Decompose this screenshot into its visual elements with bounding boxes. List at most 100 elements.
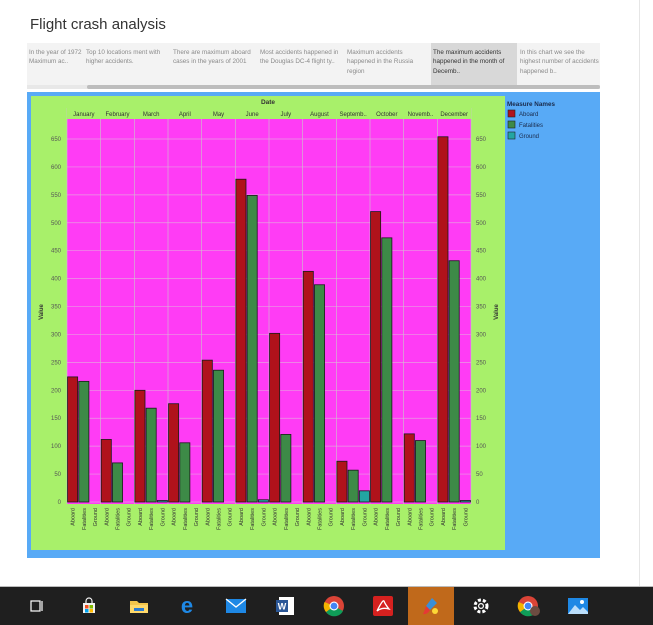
x-tick-label: Fatalities [149, 508, 155, 530]
bar-fatalities [347, 469, 359, 503]
bar-aboard [437, 136, 449, 503]
y-tick-label-left: 0 [58, 500, 62, 506]
y-axis-ticks: 0 0 50 50 100 100 150 150 200 200 250 250 300 300 350 3… [51, 137, 487, 506]
y-tick-label-left: 650 [51, 137, 62, 143]
x-tick-label: Ground [295, 508, 301, 526]
story-point-5[interactable]: Maximum accidents happened in the Russia… [347, 49, 414, 75]
x-tick-label: Fatalities [351, 508, 357, 530]
x-tick-label: Ground [362, 508, 368, 526]
month-header: March [143, 112, 160, 118]
y-tick-label-right: 100 [476, 444, 487, 450]
y-tick-label-left: 400 [51, 277, 62, 283]
x-tick-label: Ground [463, 508, 469, 526]
story-scrollbar[interactable] [27, 85, 600, 89]
x-tick-label: Aboard [441, 508, 447, 526]
bar-aboard [370, 211, 382, 503]
month-header: Novemb.. [408, 112, 434, 118]
y-tick-label-right: 250 [476, 360, 487, 366]
chrome-profile-icon[interactable] [510, 587, 548, 625]
month-header: Septemb.. [339, 112, 367, 118]
bar-ground [257, 499, 269, 503]
x-tick-label: Aboard [306, 508, 312, 526]
y-tick-label-left: 100 [51, 444, 62, 450]
story-point-1[interactable]: In the year of 1972 Maximum ac.. [29, 49, 82, 66]
mail-icon[interactable] [217, 587, 255, 625]
y-tick-label-left: 550 [51, 193, 62, 199]
task-view-icon[interactable] [18, 587, 56, 625]
x-tick-label: Aboard [273, 508, 279, 526]
y-tick-label-right: 300 [476, 332, 487, 338]
x-tick-label: Ground [160, 508, 166, 526]
edge-icon[interactable]: e [180, 593, 194, 618]
legend-item-fatalities[interactable]: Fatalities [519, 123, 543, 129]
bar-fatalities [179, 442, 191, 503]
month-header: April [179, 112, 191, 118]
x-tick-label: Ground [396, 508, 402, 526]
story-point-3[interactable]: There are maximum aboard cases in the ye… [173, 49, 251, 66]
y-tick-label-right: 350 [476, 305, 487, 311]
x-tick-label: Aboard [138, 508, 144, 526]
bar-fatalities [381, 237, 393, 503]
bar-fatalities [145, 407, 157, 503]
x-axis-measure-labels: Aboard Fatalities Ground Aboard Fatalities Gr… [71, 508, 470, 530]
x-tick-label: Aboard [374, 508, 380, 526]
y-tick-label-left: 200 [51, 388, 62, 394]
y-axis-title-left: Value [39, 304, 45, 320]
y-tick-label-left: 500 [51, 221, 62, 227]
y-tick-label-right: 50 [476, 472, 483, 478]
taskbar: e W [0, 587, 653, 625]
chrome-icon[interactable] [315, 587, 353, 625]
bar-chart: Date Value Value January February March Apr… [31, 96, 555, 550]
bar-fatalities [112, 462, 123, 503]
bar-ground [459, 500, 471, 503]
y-tick-label-right: 0 [476, 500, 480, 506]
bar-aboard [168, 403, 180, 503]
photos-icon[interactable] [559, 587, 597, 625]
x-tick-label: Ground [93, 508, 99, 526]
store-icon[interactable] [70, 587, 108, 625]
x-tick-label: Ground [194, 508, 200, 526]
legend-item-ground[interactable]: Ground [519, 134, 539, 140]
bar-ground [156, 500, 168, 503]
settings-icon[interactable] [462, 587, 500, 625]
x-tick-label: Ground [127, 508, 133, 526]
bar-aboard [201, 359, 213, 503]
y-axis-title-right: Value [494, 304, 500, 320]
x-tick-label: Fatalities [183, 508, 189, 530]
x-tick-label: Fatalities [82, 508, 88, 530]
x-axis-title: Date [261, 99, 275, 106]
y-tick-label-left: 250 [51, 360, 62, 366]
month-header: February [105, 112, 129, 118]
bar-aboard [67, 376, 79, 503]
month-header: October [376, 112, 397, 118]
story-point-6[interactable]: The maximum accidents happened in the mo… [431, 43, 517, 85]
bar-fatalities [448, 260, 460, 503]
paint-icon[interactable] [408, 587, 454, 625]
story-point-4[interactable]: Most accidents happened in the Douglas D… [260, 49, 339, 66]
month-header: July [280, 112, 291, 118]
y-tick-label-right: 600 [476, 165, 487, 171]
x-tick-label: Ground [261, 508, 267, 526]
x-tick-label: Fatalities [284, 508, 290, 530]
legend-item-aboard[interactable]: Aboard [519, 112, 538, 118]
file-explorer-icon[interactable] [120, 587, 158, 625]
bar-fatalities [314, 284, 325, 503]
chart-panel: Date Value Value January February March Apr… [27, 92, 600, 558]
legend-title: Measure Names [507, 101, 555, 108]
story-point-7[interactable]: In this chart we see the highest number … [520, 49, 599, 75]
month-header: May [213, 112, 224, 118]
acrobat-icon[interactable] [364, 587, 402, 625]
bar-fatalities [213, 369, 224, 503]
bar-aboard [269, 332, 281, 503]
word-icon[interactable]: W [266, 587, 304, 625]
month-headers: January February March April May June July Augu… [67, 108, 471, 119]
x-tick-label: Aboard [407, 508, 413, 526]
y-tick-label-left: 600 [51, 165, 62, 171]
story-scrollbar-thumb[interactable] [87, 85, 600, 89]
story-point-2[interactable]: Top 10 locations ment with higher accide… [86, 49, 161, 66]
y-tick-label-right: 650 [476, 137, 487, 143]
x-tick-label: Fatalities [452, 508, 458, 530]
scroll-edge [639, 0, 640, 586]
y-tick-label-left: 50 [54, 472, 61, 478]
bar-fatalities [415, 440, 426, 503]
